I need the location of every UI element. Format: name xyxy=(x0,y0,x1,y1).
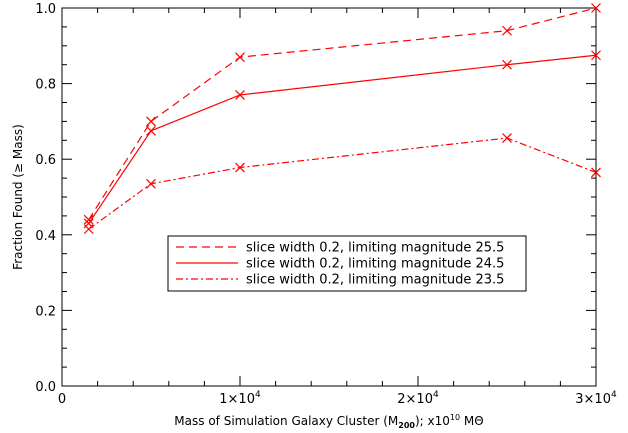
marker-stroke xyxy=(502,25,512,36)
y-axis-title: Fraction Found (≥ Mass) xyxy=(11,124,25,270)
y-tick-label: 0.2 xyxy=(35,304,56,319)
y-tick-label: 0.8 xyxy=(35,78,56,93)
data-point-marker xyxy=(146,125,156,136)
legend: slice width 0.2, limiting magnitude 25.5… xyxy=(167,235,527,292)
data-point-marker xyxy=(502,25,512,36)
x-tick-label-base: 0 xyxy=(58,392,66,407)
data-point-marker xyxy=(591,167,601,178)
marker-stroke xyxy=(235,90,245,100)
legend-label: slice width 0.2, limiting magnitude 23.5 xyxy=(246,273,504,288)
series-layer xyxy=(83,3,601,235)
marker-stroke xyxy=(235,52,245,63)
legend-item: slice width 0.2, limiting magnitude 25.5 xyxy=(176,241,504,256)
data-point-marker xyxy=(83,224,94,235)
marker-stroke xyxy=(83,224,94,235)
y-tick-label: 0.4 xyxy=(35,229,56,244)
data-point-marker xyxy=(235,162,245,173)
x-tick-label: 2×104 xyxy=(397,390,439,407)
x-tick-label-exponent: 4 xyxy=(611,390,617,400)
legend-items: slice width 0.2, limiting magnitude 25.5… xyxy=(176,241,504,288)
legend-item: slice width 0.2, limiting magnitude 24.5 xyxy=(176,257,504,272)
x-tick-label-exponent: 4 xyxy=(433,390,439,400)
marker-stroke xyxy=(502,59,512,70)
data-point-marker xyxy=(235,52,245,63)
x-tick-label-base: 1×10 xyxy=(219,392,255,407)
marker-stroke xyxy=(146,178,156,189)
y-tick-label: 0.0 xyxy=(35,380,56,395)
legend-item: slice width 0.2, limiting magnitude 23.5 xyxy=(176,273,504,288)
marker-stroke xyxy=(591,3,601,13)
y-tick-label: 0.6 xyxy=(35,153,56,168)
x-tick-label: 0 xyxy=(58,392,66,407)
marker-stroke xyxy=(591,50,601,61)
marker-stroke xyxy=(146,125,156,136)
y-axis-ticks: 0.0 0.2 0.4 0.6 0.8 1.0 xyxy=(35,2,596,395)
legend-label: slice width 0.2, limiting magnitude 24.5 xyxy=(246,257,504,272)
y-tick-label: 1.0 xyxy=(35,2,56,17)
marker-stroke xyxy=(83,214,94,225)
series-1 xyxy=(83,3,601,225)
x-tick-label-base: 3×10 xyxy=(575,392,611,407)
x-tick-label-base: 2×10 xyxy=(397,392,433,407)
x-tick-label-exponent: 4 xyxy=(255,390,261,400)
marker-stroke xyxy=(502,133,512,143)
x-tick-label: 3×104 xyxy=(575,390,617,407)
x-axis-title: Mass of Simulation Galaxy Cluster (M200)… xyxy=(174,413,483,430)
x-tick-label: 1×104 xyxy=(219,390,261,407)
data-point-marker xyxy=(235,90,245,100)
data-point-marker xyxy=(146,116,156,127)
data-point-marker xyxy=(83,214,94,225)
marker-stroke xyxy=(591,167,601,178)
marker-stroke xyxy=(146,116,156,127)
x-axis-ticks: 0 1×104 2×104 3×104 xyxy=(58,8,617,407)
data-point-marker xyxy=(502,133,512,143)
data-point-marker xyxy=(591,50,601,61)
data-point-marker xyxy=(591,3,601,13)
data-point-marker xyxy=(502,59,512,70)
marker-stroke xyxy=(235,162,245,173)
data-point-marker xyxy=(146,178,156,189)
series-3 xyxy=(83,133,601,235)
legend-label: slice width 0.2, limiting magnitude 25.5 xyxy=(246,241,504,256)
